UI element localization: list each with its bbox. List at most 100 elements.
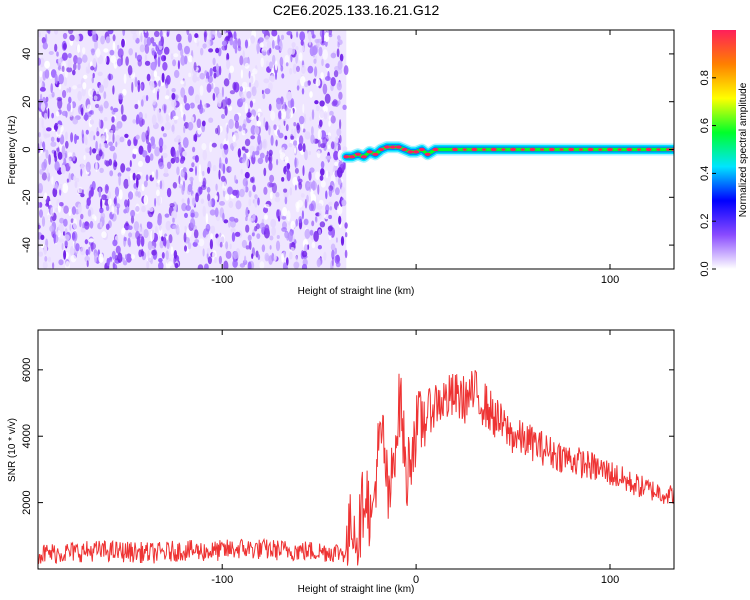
noise-blob	[329, 206, 332, 211]
noise-blob	[286, 163, 291, 170]
noise-blob	[87, 209, 92, 217]
noise-blob	[202, 149, 208, 161]
noise-blob	[281, 215, 287, 220]
noise-blob	[130, 209, 136, 218]
noise-blob	[333, 70, 339, 78]
signal-peak	[530, 148, 535, 151]
noise-blob	[220, 143, 223, 150]
noise-blob	[221, 162, 224, 171]
noise-blob	[39, 169, 44, 175]
x-tick-label: 100	[601, 574, 619, 586]
noise-blob	[86, 197, 91, 206]
noise-blob	[248, 217, 254, 222]
noise-blob	[158, 258, 163, 263]
noise-blob	[58, 83, 62, 90]
noise-blob	[140, 83, 143, 90]
noise-blob	[291, 42, 296, 48]
noise-blob	[166, 187, 172, 198]
noise-blob	[338, 99, 341, 106]
noise-blob	[181, 202, 187, 212]
noise-blob	[164, 167, 169, 175]
noise-blob	[106, 257, 110, 267]
noise-blob	[234, 120, 239, 129]
noise-blob	[295, 218, 299, 227]
noise-blob	[130, 73, 135, 79]
noise-blob	[191, 116, 195, 123]
noise-blob	[275, 191, 280, 198]
noise-blob	[125, 167, 131, 172]
noise-blob	[91, 30, 97, 35]
noise-blob	[66, 88, 69, 93]
noise-blob	[77, 62, 81, 71]
noise-blob	[293, 261, 300, 269]
snr-series-line	[38, 370, 674, 566]
noise-blob	[90, 65, 95, 71]
noise-blob	[110, 129, 113, 135]
noise-blob	[213, 72, 217, 79]
noise-blob	[222, 212, 225, 222]
noise-blob	[190, 217, 196, 229]
noise-blob	[138, 226, 142, 234]
noise-blob	[67, 152, 73, 157]
noise-blob	[197, 264, 204, 269]
noise-blob	[247, 261, 252, 269]
noise-blob	[206, 83, 212, 93]
noise-blob	[335, 237, 338, 243]
noise-blob	[228, 105, 233, 111]
noise-blob	[325, 76, 331, 81]
noise-blob	[50, 136, 55, 142]
noise-blob	[172, 182, 178, 189]
noise-blob	[80, 168, 83, 177]
signal-peak	[617, 148, 622, 151]
noise-blob	[49, 225, 54, 232]
noise-blob	[205, 39, 211, 48]
noise-blob	[269, 191, 273, 200]
noise-blob	[180, 48, 184, 57]
noise-blob	[137, 59, 142, 67]
noise-blob	[47, 256, 52, 263]
noise-blob	[112, 239, 118, 247]
noise-blob	[199, 72, 205, 80]
noise-blob	[135, 203, 140, 214]
noise-blob	[77, 44, 81, 53]
noise-blob	[268, 161, 273, 171]
noise-blob	[61, 65, 65, 73]
noise-blob	[281, 227, 287, 232]
noise-blob	[335, 187, 340, 196]
noise-blob	[260, 57, 264, 68]
noise-blob	[250, 177, 254, 183]
noise-blob	[94, 252, 97, 264]
noise-blob	[70, 254, 77, 263]
noise-blob	[221, 86, 224, 98]
noise-blob	[156, 90, 159, 101]
noise-blob	[171, 92, 176, 100]
noise-blob	[122, 88, 127, 96]
noise-blob	[196, 38, 200, 47]
noise-blob	[311, 109, 315, 120]
noise-blob	[314, 66, 318, 78]
noise-blob	[231, 232, 236, 242]
noise-blob	[331, 249, 335, 260]
noise-blob	[144, 44, 150, 54]
noise-blob	[124, 199, 128, 208]
noise-blob	[206, 186, 211, 193]
noise-blob	[219, 201, 225, 206]
noise-blob	[232, 189, 239, 196]
noise-blob	[339, 134, 342, 144]
noise-blob	[266, 150, 269, 157]
noise-blob	[123, 209, 128, 214]
noise-blob	[232, 40, 238, 50]
noise-blob	[205, 223, 211, 232]
noise-blob	[128, 232, 133, 238]
noise-blob	[72, 233, 76, 241]
noise-blob	[323, 251, 327, 261]
noise-blob	[127, 225, 133, 230]
noise-blob	[318, 46, 323, 57]
noise-blob	[273, 124, 277, 131]
noise-blob	[121, 38, 125, 48]
noise-blob	[263, 117, 266, 128]
noise-blob	[275, 70, 277, 80]
noise-blob	[168, 234, 173, 244]
noise-blob	[109, 170, 114, 177]
signal-peak	[407, 150, 414, 154]
